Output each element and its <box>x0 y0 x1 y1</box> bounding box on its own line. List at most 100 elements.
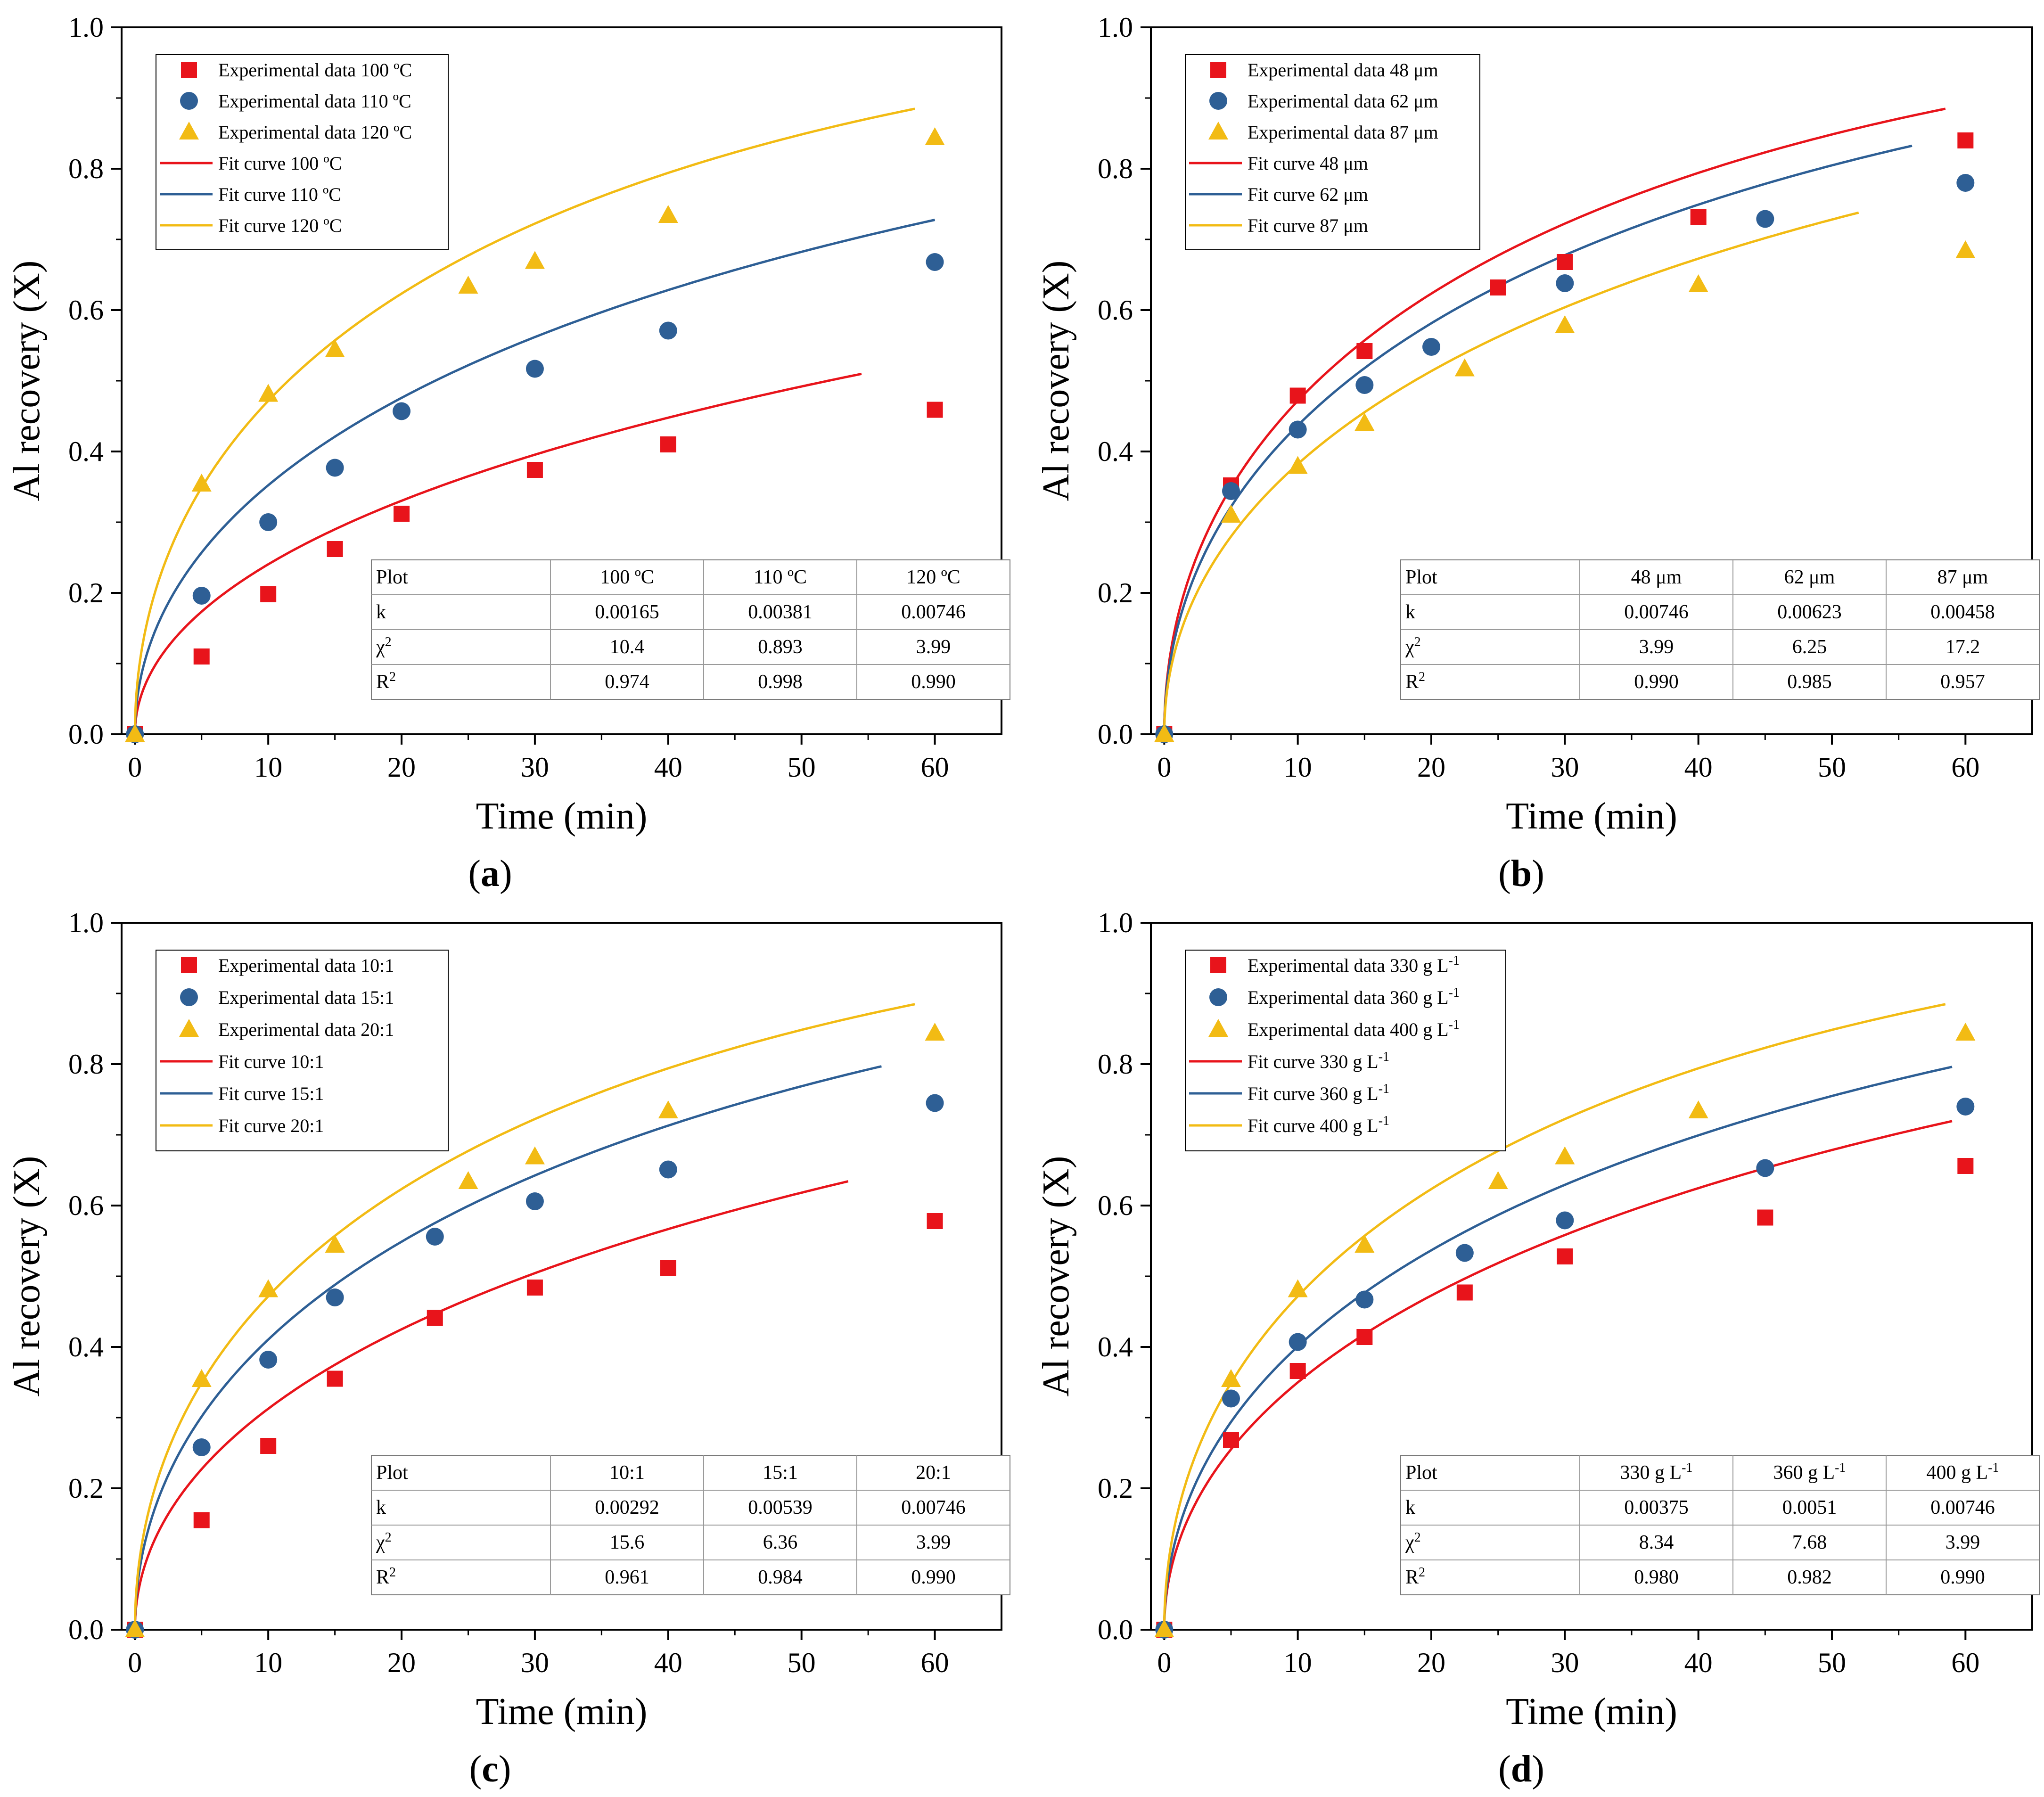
data-point <box>1957 1158 1974 1174</box>
data-point <box>259 513 278 531</box>
param-table: Plot 100 ºC 110 ºC 120 ºC k 0.00165 0.00381 0.0… <box>371 559 1010 700</box>
x-tick-label: 60 <box>1951 752 1979 783</box>
y-tick-label: 0.0 <box>68 719 104 750</box>
legend: Experimental data 48 μm Experimental data… <box>1185 54 1480 250</box>
table-cell: 6.36 <box>763 1532 798 1553</box>
y-tick-label: 0.8 <box>68 1049 104 1080</box>
table-header-cell: 15:1 <box>763 1462 798 1484</box>
table-cell: 0.998 <box>758 671 803 693</box>
data-point <box>260 1438 277 1454</box>
table-header-cell: 87 μm <box>1937 566 1988 588</box>
x-tick-label: 30 <box>521 752 549 783</box>
legend-marker <box>1210 62 1226 78</box>
y-tick-label: 0.0 <box>1098 719 1133 750</box>
table-cell: 0.957 <box>1940 671 1985 693</box>
table-header-cell: 120 ºC <box>906 566 960 588</box>
data-point <box>659 321 677 340</box>
data-point <box>394 506 410 522</box>
table-header-cell: 10:1 <box>609 1462 645 1484</box>
legend-box <box>156 950 449 1151</box>
x-tick-label: 60 <box>921 752 949 783</box>
panel-label: (d) <box>1498 1748 1544 1790</box>
legend-label: Fit curve 360 g L-1 <box>1248 1082 1389 1105</box>
panel-label: (b) <box>1498 853 1544 894</box>
fit-curve <box>1163 211 1859 734</box>
data-point <box>1488 1171 1508 1189</box>
data-point <box>326 1288 344 1306</box>
data-point <box>1690 209 1707 225</box>
param-table: Plot 48 μm 62 μm 87 μm k 0.00746 0.00623 0.0045… <box>1400 559 2040 700</box>
table-cell: 0.990 <box>1940 1567 1985 1588</box>
x-tick-label: 50 <box>1818 1647 1846 1678</box>
data-point <box>1288 1279 1308 1297</box>
legend-marker <box>179 122 199 139</box>
x-tick-label: 20 <box>1417 752 1445 783</box>
data-point <box>1956 174 1975 192</box>
data-point <box>193 1512 210 1528</box>
table-cell: 0.00539 <box>748 1497 813 1518</box>
x-tick-label: 0 <box>1157 752 1171 783</box>
data-point <box>1355 376 1374 394</box>
data-point <box>1289 1333 1307 1351</box>
data-point <box>1955 240 1976 258</box>
fit-curve <box>133 1003 915 1630</box>
table-cell: 0.00623 <box>1777 601 1842 623</box>
legend-label: Experimental data 15:1 <box>218 987 394 1008</box>
data-point <box>125 724 145 742</box>
data-point <box>1222 482 1240 500</box>
legend-label: Fit curve 87 μm <box>1248 215 1368 236</box>
data-point <box>525 251 545 269</box>
legend: Experimental data 10:1 Experimental data … <box>156 950 449 1151</box>
data-point <box>458 276 478 294</box>
fit-curve <box>133 1180 849 1630</box>
table-cell: 0.00746 <box>901 601 966 623</box>
x-tick-label: 0 <box>128 752 142 783</box>
table-row-label: k <box>376 601 386 623</box>
table-header-cell: Plot <box>376 566 408 588</box>
legend-marker <box>180 92 198 110</box>
y-tick-label: 0.8 <box>1098 1049 1133 1080</box>
data-point <box>125 1619 145 1637</box>
table-cell: 8.34 <box>1639 1532 1674 1553</box>
data-point <box>1354 1235 1375 1253</box>
table-cell: 0.985 <box>1787 671 1832 693</box>
table-cell: 3.99 <box>1945 1532 1980 1553</box>
table-header-cell: 100 ºC <box>600 566 654 588</box>
y-tick-label: 0.6 <box>68 1190 104 1221</box>
table-row-label: k <box>1405 601 1415 623</box>
data-point <box>925 1023 945 1041</box>
data-point <box>526 1280 543 1296</box>
panel-b: 0 10 20 30 40 50 60 0.0 0.2 0.4 0.6 0.8 1.0 Time (min… <box>1035 12 2040 894</box>
table-header-cell: Plot <box>1405 1462 1437 1484</box>
legend-label: Experimental data 120 ºC <box>218 122 412 143</box>
table-cell: 3.99 <box>916 636 951 658</box>
table-header-cell: 62 μm <box>1784 566 1835 588</box>
fit-curve <box>1163 144 1913 734</box>
data-point <box>326 459 344 477</box>
x-tick-label: 20 <box>1417 1647 1445 1678</box>
table-cell: 0.00746 <box>1624 601 1689 623</box>
table-cell: 3.99 <box>916 1532 951 1553</box>
y-axis-label: Al recovery (X) <box>6 1156 48 1397</box>
data-point <box>426 1228 444 1246</box>
x-tick-label: 30 <box>1551 1647 1579 1678</box>
fit-curve <box>133 372 862 734</box>
y-tick-label: 0.6 <box>1098 1190 1133 1221</box>
legend-label: Experimental data 20:1 <box>218 1019 394 1040</box>
y-tick-label: 0.8 <box>68 153 104 184</box>
legend-marker <box>181 957 197 973</box>
data-point <box>1955 1023 1976 1041</box>
data-point <box>1355 1290 1374 1309</box>
data-point <box>658 1100 678 1118</box>
table-cell: 0.00165 <box>595 601 659 623</box>
table-header-cell: 48 μm <box>1631 566 1682 588</box>
table-header-cell: 110 ºC <box>754 566 807 588</box>
data-point <box>258 384 279 402</box>
x-axis-label: Time (min) <box>1506 1691 1677 1732</box>
legend-label: Experimental data 87 μm <box>1248 122 1438 143</box>
panel-label: (a) <box>468 853 512 894</box>
y-axis-label: Al recovery (X) <box>6 261 48 501</box>
y-tick-label: 0.4 <box>1098 1331 1133 1362</box>
